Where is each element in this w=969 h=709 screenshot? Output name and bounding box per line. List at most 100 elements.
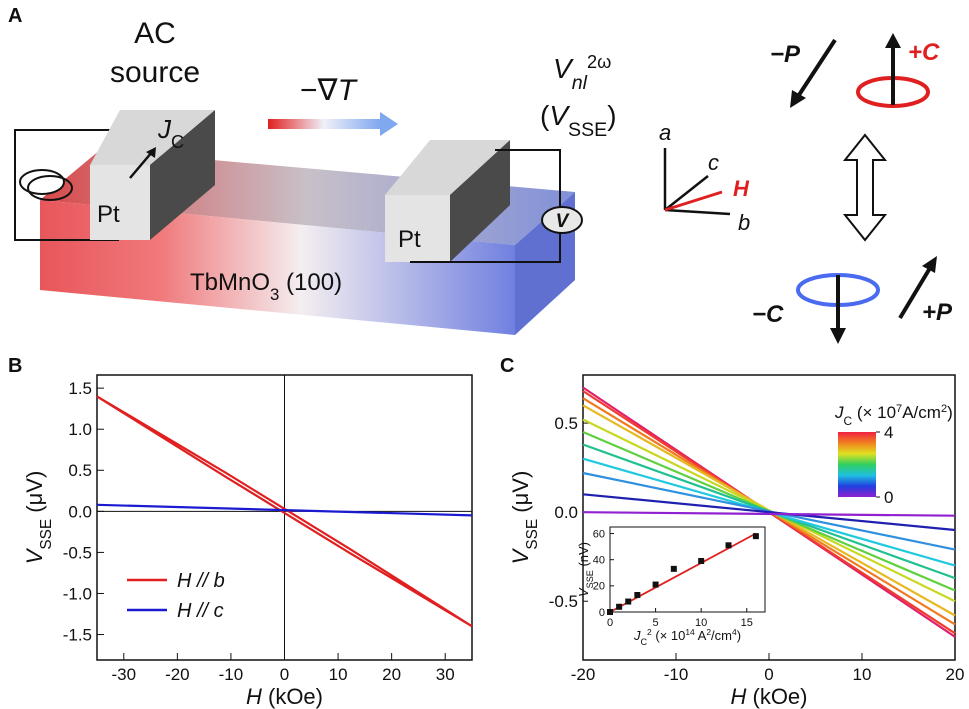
x-axis-label: H (kOe) — [246, 684, 323, 709]
text-part: (kOe) — [262, 684, 323, 709]
x-tick-label: -20 — [165, 665, 190, 684]
text-part: SSE — [524, 519, 541, 550]
figure: A AC source JC Pt Pt TbMnO3 (100) −∇T Vn… — [0, 0, 969, 709]
y-tick-label: -1.0 — [63, 584, 92, 603]
text-part: (kOe) — [746, 684, 807, 709]
y-tick-label: 1.0 — [68, 420, 92, 439]
text-part: 3 — [270, 285, 279, 304]
x-tick-label: -30 — [111, 665, 136, 684]
data-point — [653, 582, 659, 588]
x-tick-label: -10 — [219, 665, 244, 684]
gradient-label: −∇T — [300, 74, 359, 107]
text-part: (μV) — [22, 471, 47, 519]
state-label: −C — [752, 301, 784, 328]
text-part: ) — [607, 100, 616, 131]
legend-label: H // c — [177, 600, 224, 622]
panel-label: B — [8, 355, 22, 377]
text-part: J — [834, 403, 844, 422]
data-point — [671, 566, 677, 572]
text-part: SSE — [585, 570, 595, 588]
text-part: −∇ — [300, 74, 339, 107]
text-part: (× 10 — [852, 403, 896, 422]
x-tick-label: 10 — [329, 665, 348, 684]
arrow-head — [830, 328, 846, 344]
y-tick-label: 1.5 — [68, 379, 92, 398]
voltmeter-label: V — [556, 211, 570, 232]
state-label: −P — [770, 41, 801, 68]
x-tick-label: 20 — [946, 665, 965, 684]
x-tick-label: 20 — [382, 665, 401, 684]
text-part: A/cm — [902, 403, 941, 422]
text-part: H — [730, 684, 746, 709]
y-axis-label: VSSE (μV) — [22, 471, 55, 565]
gradient-arrow — [268, 119, 380, 129]
text-part: (nV) — [576, 542, 591, 570]
text-part: (100) — [279, 269, 342, 296]
text-part: (μV) — [508, 471, 533, 519]
field-arrow — [665, 192, 722, 210]
axis-label: b — [738, 210, 750, 235]
y-tick-label: 0.0 — [554, 503, 578, 522]
legend-label: H // b — [177, 570, 225, 592]
data-point — [698, 558, 704, 564]
state-label: +C — [908, 39, 940, 66]
page: {"panel_labels": ["A", "B", "C"], "diagr… — [0, 0, 969, 709]
source-icon — [20, 170, 64, 194]
arrow-head — [885, 33, 901, 48]
text-part: C — [171, 132, 184, 152]
state-label: +P — [922, 299, 953, 326]
y-tick-label: 0.5 — [554, 414, 578, 433]
text-part: C — [640, 637, 647, 647]
double-arrow — [845, 135, 885, 240]
data-point — [607, 609, 613, 615]
y-tick-label: -1.5 — [63, 625, 92, 644]
axis-label: c — [708, 150, 719, 175]
arrow-head — [790, 90, 806, 108]
text-part: nl — [572, 72, 588, 94]
x-tick-label: 0 — [764, 665, 773, 684]
electrode-label: Pt — [97, 201, 120, 228]
data-point — [616, 604, 622, 610]
data-point — [625, 599, 631, 605]
y-tick-label: 0.0 — [68, 502, 92, 521]
x-tick-label: -10 — [664, 665, 689, 684]
y-tick-label: 0.5 — [68, 461, 92, 480]
y-tick-label: 60 — [593, 528, 605, 540]
signal-label: Vnl2ω — [553, 52, 611, 94]
panel-label: C — [500, 355, 514, 377]
y-tick-label: -0.5 — [549, 592, 578, 611]
arrow-head — [380, 112, 398, 136]
colorbar — [838, 432, 876, 497]
text-part: ) — [947, 403, 953, 422]
x-axis-label: H (kOe) — [730, 684, 807, 709]
text-part: (× 10 — [652, 628, 686, 643]
y-tick-label: 0 — [599, 607, 605, 619]
text-part: 14 — [685, 627, 695, 637]
x-tick-label: 10 — [853, 665, 872, 684]
source-label: source — [110, 56, 200, 89]
text-part: /cm — [711, 628, 732, 643]
signal-label: (VSSE) — [540, 100, 617, 141]
y-tick-label: 40 — [593, 555, 605, 567]
data-point — [726, 542, 732, 548]
data-point — [753, 533, 759, 539]
axis-label: a — [659, 120, 671, 145]
y-axis-label: VSSE (μV) — [508, 471, 541, 565]
data-point — [634, 592, 640, 598]
polarization-arrow — [797, 40, 835, 98]
text-part: A — [695, 628, 707, 643]
colorbar-tick-label: 0 — [884, 488, 893, 507]
x-tick-label: -20 — [571, 665, 596, 684]
text-part: H — [246, 684, 262, 709]
x-tick-label: 30 — [436, 665, 455, 684]
x-tick-label: 0 — [607, 617, 613, 629]
text-part: SSE — [38, 519, 55, 550]
text-part: ) — [737, 628, 741, 643]
axis-label: H — [733, 176, 750, 201]
x-tick-label: 0 — [280, 665, 289, 684]
text-part: T — [338, 74, 359, 107]
text-part: TbMnO — [190, 269, 270, 296]
crystal-axes — [665, 148, 730, 214]
x-tick-label: 15 — [741, 617, 753, 629]
